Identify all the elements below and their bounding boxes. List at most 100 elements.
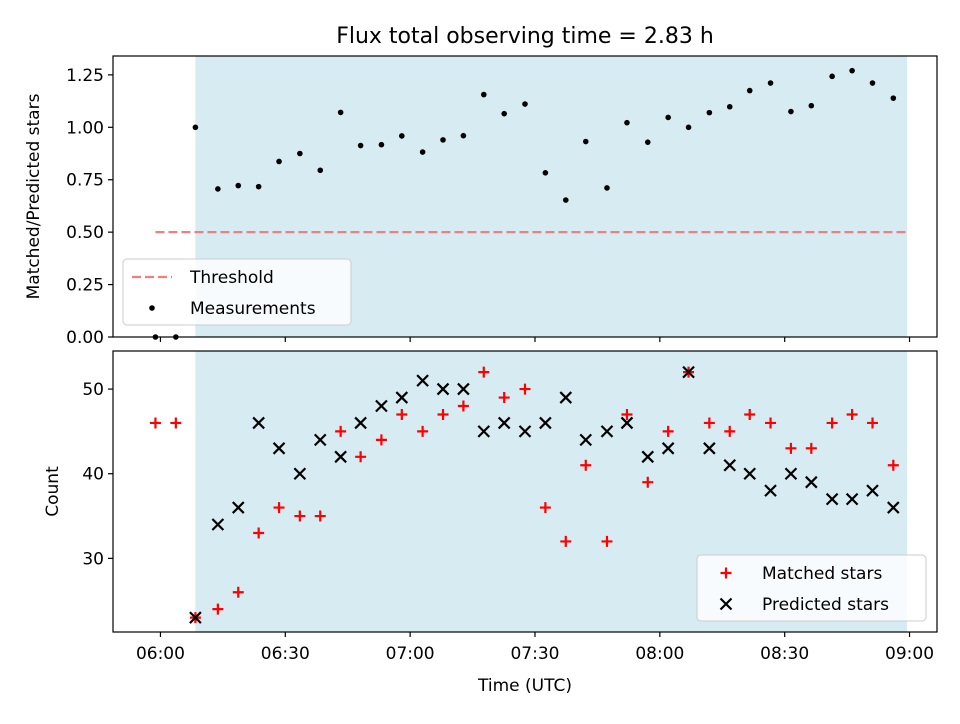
data-point	[682, 365, 695, 379]
y-tick-label: 40	[82, 465, 104, 485]
data-point	[440, 137, 446, 143]
data-point	[580, 459, 592, 471]
top-panel: 0.00 0.25 0.50 0.75 1.00 1.25 Matched/Predicte…	[24, 55, 938, 348]
data-point-glyph	[703, 417, 715, 429]
data-point	[417, 425, 429, 437]
data-point-glyph	[620, 416, 634, 430]
x-tick-label: 07:00	[386, 644, 435, 664]
data-point-glyph	[601, 535, 613, 547]
data-point-glyph	[437, 408, 449, 420]
legend-predicted-swatch	[719, 597, 733, 611]
data-point	[294, 510, 306, 522]
data-point	[317, 167, 324, 174]
data-point-glyph	[559, 391, 573, 404]
data-point	[887, 459, 899, 471]
data-point	[661, 442, 675, 455]
data-point-glyph	[294, 510, 306, 522]
data-point	[869, 80, 876, 86]
data-point	[293, 467, 307, 481]
legend-matched-label: Matched stars	[762, 564, 882, 584]
data-point	[255, 183, 262, 190]
data-point	[703, 442, 716, 455]
data-point-glyph	[662, 425, 674, 437]
data-point	[437, 408, 449, 420]
y-tick-label: 0.50	[66, 223, 104, 243]
data-point	[170, 417, 182, 429]
data-point	[501, 110, 507, 117]
data-point	[192, 124, 199, 131]
data-point	[272, 442, 286, 455]
data-point	[743, 467, 757, 481]
data-point-glyph	[416, 374, 429, 387]
data-point-glyph	[642, 476, 654, 488]
data-point	[395, 391, 409, 404]
y-axis-label: Matched/Predicted stars	[24, 93, 44, 299]
data-point	[846, 408, 858, 420]
data-point	[457, 382, 470, 396]
data-point	[357, 142, 364, 149]
data-point-glyph	[293, 467, 307, 481]
plot-frame	[112, 55, 938, 338]
data-point-glyph	[784, 467, 798, 481]
data-point-glyph	[211, 518, 225, 531]
legend: Threshold Measurements	[122, 258, 352, 326]
data-point	[337, 109, 344, 116]
data-point-glyph	[375, 434, 387, 446]
data-point	[378, 141, 385, 148]
data-point-glyph	[189, 611, 202, 624]
chart-title: Flux total observing time = 2.83 h	[336, 24, 714, 49]
legend: Matched stars Predicted stars	[696, 554, 927, 622]
data-point	[785, 442, 797, 454]
data-point	[215, 186, 221, 192]
data-point	[436, 382, 450, 396]
data-point	[784, 467, 798, 481]
legend-matched-swatch	[720, 567, 732, 579]
data-point-glyph	[436, 382, 450, 396]
data-point	[866, 484, 879, 497]
data-point	[644, 139, 651, 145]
data-point	[375, 434, 387, 446]
x-tick-label: 07:30	[510, 644, 559, 664]
data-point-glyph	[232, 586, 244, 598]
data-point	[849, 67, 855, 74]
data-point-glyph	[334, 450, 347, 464]
data-point	[601, 535, 613, 547]
data-point-glyph	[477, 425, 491, 438]
data-point	[890, 95, 897, 101]
data-point-glyph	[273, 502, 285, 514]
data-point	[866, 417, 878, 429]
legend-threshold-label: Threshold	[189, 268, 274, 288]
data-point-glyph	[396, 408, 408, 420]
data-point	[744, 408, 756, 420]
data-point-glyph	[825, 492, 839, 506]
data-point	[582, 138, 589, 145]
data-point	[788, 108, 794, 115]
data-point	[498, 392, 510, 404]
data-point	[703, 417, 715, 429]
y-tick-label: 1.25	[66, 66, 104, 86]
y-tick-label: 0.75	[66, 171, 104, 191]
data-point	[519, 383, 531, 395]
data-point-glyph	[355, 451, 367, 463]
y-tick-label: 1.00	[66, 118, 104, 138]
data-point	[539, 502, 551, 514]
data-point-glyph	[846, 408, 858, 420]
data-point	[276, 158, 282, 165]
data-point-glyph	[212, 603, 224, 615]
data-point	[189, 611, 202, 624]
data-point	[252, 416, 265, 430]
data-point-glyph	[335, 425, 347, 437]
data-point-glyph	[724, 425, 736, 437]
data-point-glyph	[170, 417, 182, 429]
data-point	[231, 501, 245, 514]
legend-box	[122, 258, 352, 326]
data-point	[149, 417, 161, 429]
data-point	[624, 119, 630, 126]
data-point-glyph	[826, 417, 838, 429]
data-point-glyph	[805, 442, 817, 454]
y-tick-label: 0.00	[66, 328, 104, 348]
data-point-glyph	[354, 416, 367, 430]
data-point	[845, 492, 859, 506]
legend-predicted-label: Predicted stars	[762, 595, 889, 615]
legend-predicted-swatch-glyph	[719, 597, 733, 611]
